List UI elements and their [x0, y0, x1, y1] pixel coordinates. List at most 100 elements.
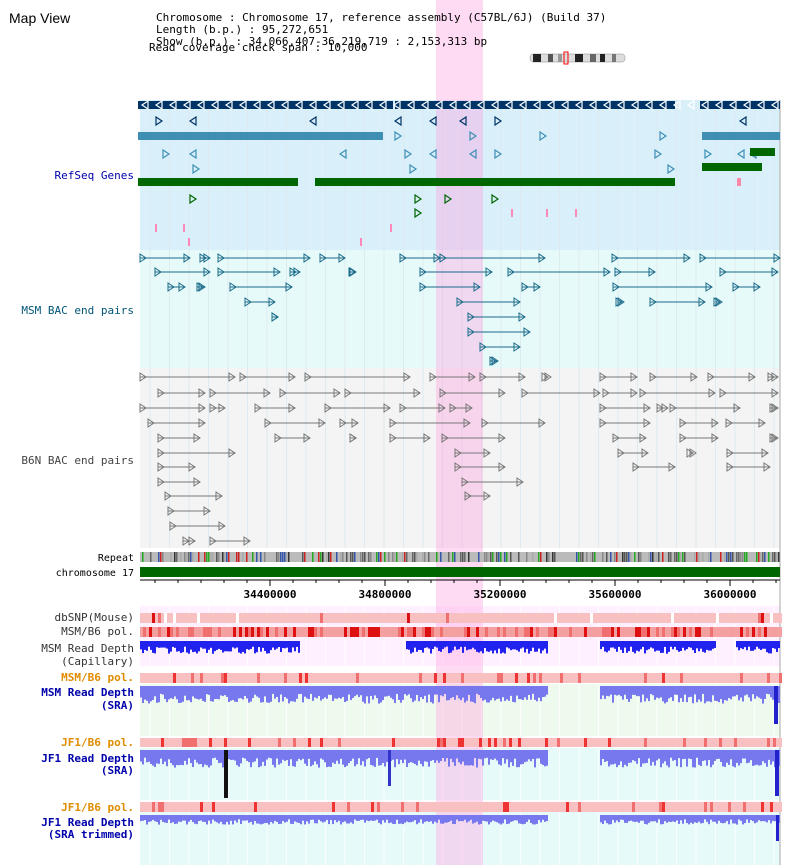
msm-pol-cell: [374, 627, 377, 637]
repeat-track[interactable]: [140, 552, 780, 562]
msm-depth-cap-bar: [706, 641, 708, 650]
selection-highlight[interactable]: [436, 0, 483, 865]
msm-bac-label[interactable]: MSM BAC end pairs: [21, 304, 134, 317]
jf1-depth-trim-bar: [708, 815, 710, 825]
msm-depth-sra-bar: [538, 686, 540, 698]
msm-depth-cap-bar: [502, 641, 504, 653]
msm-bac-track[interactable]: [139, 253, 781, 366]
repeat-label[interactable]: Repeat: [98, 553, 134, 564]
msm-depth-sra-bar: [722, 686, 724, 704]
msm-depth-cap-bar: [652, 641, 654, 649]
msm-pol-cell: [749, 627, 752, 637]
msm-pol-sra-cell: [344, 673, 347, 683]
jf1-depth-trim-bar: [672, 815, 674, 822]
msm-pol-sra-cell: [740, 673, 743, 683]
jf1-depth-trim-bar: [464, 815, 466, 820]
jf1-depth-trim-bar: [364, 815, 366, 823]
msm-pol-sra-cell: [326, 673, 329, 683]
jf1-pol-trim-cell: [557, 802, 560, 812]
bac-end-marker: [188, 536, 196, 546]
msm-depth-sra-bar: [282, 686, 284, 702]
repeat-element: [368, 552, 370, 562]
msm-pol-cell: [503, 627, 506, 637]
msm-b6-pol-sra-label[interactable]: MSM/B6 pol.: [61, 671, 134, 684]
msm-depth-sra-bar: [622, 686, 624, 700]
dbsnp-cell: [464, 613, 467, 623]
jf1-depth-bar: [744, 750, 746, 759]
jf1-depth-trim-bar: [208, 815, 210, 821]
repeat-element: [582, 552, 584, 562]
jf1-depth-trim-bar: [228, 815, 230, 825]
jf1-b6-pol-label[interactable]: JF1/B6 pol.: [61, 736, 134, 749]
gene-arrow: [504, 99, 513, 111]
b6n-bac-track[interactable]: [139, 372, 779, 546]
jf1-pol-trim-cell: [392, 802, 395, 812]
msm-depth-sra-label-1[interactable]: MSM Read Depth: [41, 686, 134, 699]
gene-arrow: [188, 148, 197, 160]
b6n-bac-label[interactable]: B6N BAC end pairs: [21, 454, 134, 467]
msm-depth-cap-label-1[interactable]: MSM Read Depth: [41, 642, 134, 655]
dbsnp-cell: [287, 613, 290, 623]
dbsnp-label[interactable]: dbSNP(Mouse): [55, 611, 134, 624]
read-depth-tracks[interactable]: [140, 641, 780, 841]
jf1-depth-trim-bar: [316, 815, 318, 824]
jf1-b6-pol-trim-label[interactable]: JF1/B6 pol.: [61, 801, 134, 814]
refseq-genes-track[interactable]: [138, 99, 780, 246]
msm-depth-sra-bar: [262, 686, 264, 703]
msm-depth-sra-bar: [710, 686, 712, 703]
dbsnp-cell: [554, 613, 557, 623]
dbsnp-cell: [395, 613, 398, 623]
jf1-depth-trim-bar: [628, 815, 630, 822]
jf1-depth-bar: [638, 750, 640, 759]
msm-depth-cap-bar: [412, 641, 414, 653]
msm-b6-pol-label[interactable]: MSM/B6 pol.: [61, 625, 134, 638]
bac-end-marker: [178, 282, 186, 292]
chromosome-ideogram[interactable]: [529, 51, 626, 65]
msm-depth-sra-bar: [510, 686, 512, 696]
gene-bar-mid: [138, 132, 383, 140]
dbsnp-cell: [497, 613, 500, 623]
msm-depth-cap-bar: [266, 641, 268, 654]
repeat-element: [578, 552, 580, 562]
jf1-depth-label-1[interactable]: JF1 Read Depth: [41, 752, 134, 765]
jf1-pol-trim-cell: [479, 802, 482, 812]
msm-pol-sra-cell: [290, 673, 293, 683]
msm-depth-sra-bar: [734, 686, 736, 697]
dbsnp-cell: [170, 613, 173, 623]
jf1-pol-cell: [512, 738, 515, 747]
jf1-pol-trim-cell: [263, 802, 266, 812]
jf1-depth-trim-bar: [660, 815, 662, 825]
jf1-pol-trim-cell: [632, 802, 635, 812]
msm-pol-sra-cell: [233, 673, 236, 683]
jf1-pol-cell: [668, 738, 671, 747]
jf1-depth-bar: [716, 750, 718, 760]
jf1-pol-trim-cell: [140, 802, 143, 812]
dbsnp-cell: [593, 613, 596, 623]
jf1-depth-trim-bar: [446, 815, 448, 823]
jf1-depth-trim-bar: [262, 815, 264, 824]
dbsnp-cell: [434, 613, 437, 623]
msm-pol-cell: [728, 627, 731, 637]
refseq-genes-label[interactable]: RefSeq Genes: [55, 169, 134, 182]
jf1-depth-trim-bar: [692, 815, 694, 824]
msm-pol-sra-cell: [425, 673, 428, 683]
dbsnp-cell: [215, 613, 218, 623]
msm-depth-cap-bar: [452, 641, 454, 651]
msm-pol-sra-cell: [167, 673, 170, 683]
jf1-depth-trim-bar: [216, 815, 218, 823]
jf1-depth-trim-label-1[interactable]: JF1 Read Depth: [41, 816, 134, 829]
msm-pol-sra-cell: [533, 673, 536, 683]
msm-depth-sra-bar: [304, 686, 306, 697]
polymorphism-heat-tracks[interactable]: [140, 613, 782, 812]
dbsnp-cell: [167, 613, 170, 623]
msm-depth-sra-bar: [154, 686, 156, 697]
jf1-depth-bar: [636, 750, 638, 764]
jf1-pol-trim-cell: [503, 802, 506, 812]
bac-end-marker: [348, 267, 356, 277]
msm-depth-sra-bar: [712, 686, 714, 696]
bac-end-marker: [389, 433, 397, 443]
jf1-pol-cell: [359, 738, 362, 747]
msm-depth-cap-bar: [188, 641, 190, 654]
msm-pol-sra-cell: [758, 673, 761, 683]
jf1-pol-cell: [560, 738, 563, 747]
